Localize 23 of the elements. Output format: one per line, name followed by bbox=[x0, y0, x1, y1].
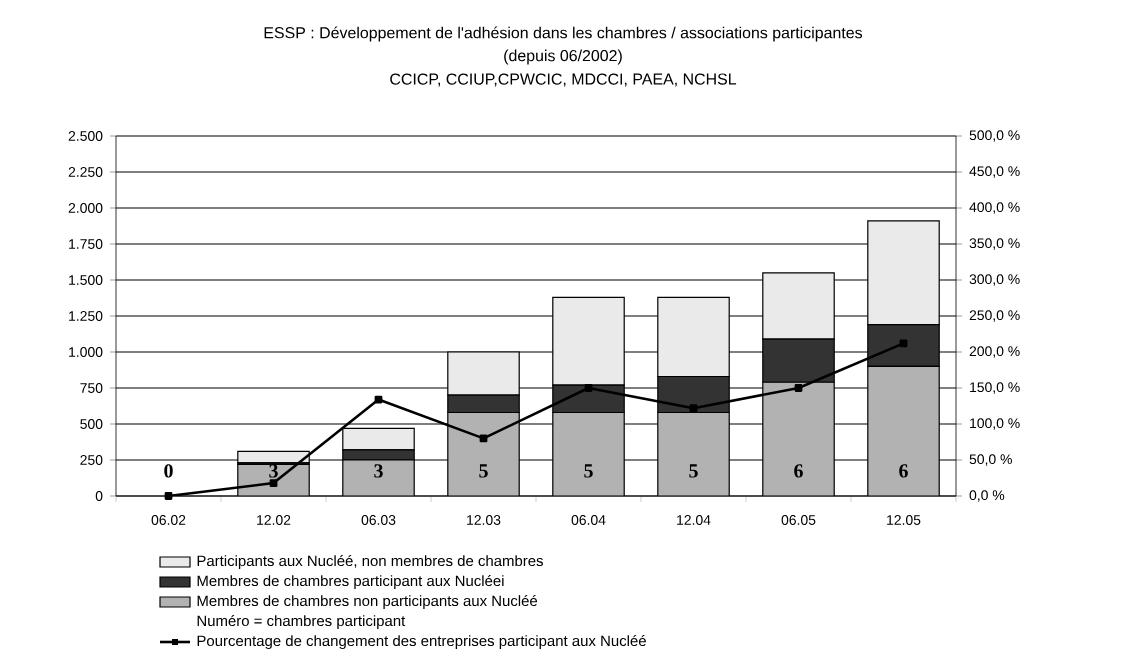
bar bbox=[762, 381, 835, 496]
point bbox=[374, 395, 383, 404]
bar bbox=[552, 411, 625, 496]
bar bbox=[657, 411, 730, 496]
point bbox=[269, 479, 278, 487]
bar bbox=[342, 459, 415, 496]
point bbox=[689, 404, 698, 413]
annotation: 5 bbox=[584, 464, 593, 478]
annotation: 6 bbox=[899, 464, 908, 478]
bar bbox=[237, 463, 310, 496]
point bbox=[584, 384, 593, 392]
annotation: 5 bbox=[689, 464, 698, 478]
bar bbox=[447, 411, 520, 496]
annotation: 5 bbox=[479, 464, 488, 478]
bar bbox=[867, 365, 940, 496]
bar bbox=[342, 427, 415, 451]
annotation: 6 bbox=[794, 464, 803, 478]
point bbox=[899, 339, 908, 348]
point bbox=[794, 384, 803, 392]
annotation: 0 bbox=[164, 464, 173, 478]
point bbox=[164, 492, 173, 500]
point bbox=[479, 434, 488, 443]
annotation: 3 bbox=[374, 464, 383, 478]
